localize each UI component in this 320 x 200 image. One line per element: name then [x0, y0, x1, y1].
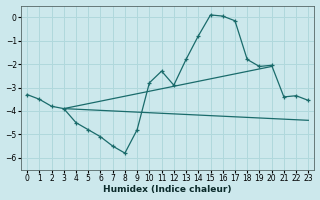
X-axis label: Humidex (Indice chaleur): Humidex (Indice chaleur) [103, 185, 232, 194]
